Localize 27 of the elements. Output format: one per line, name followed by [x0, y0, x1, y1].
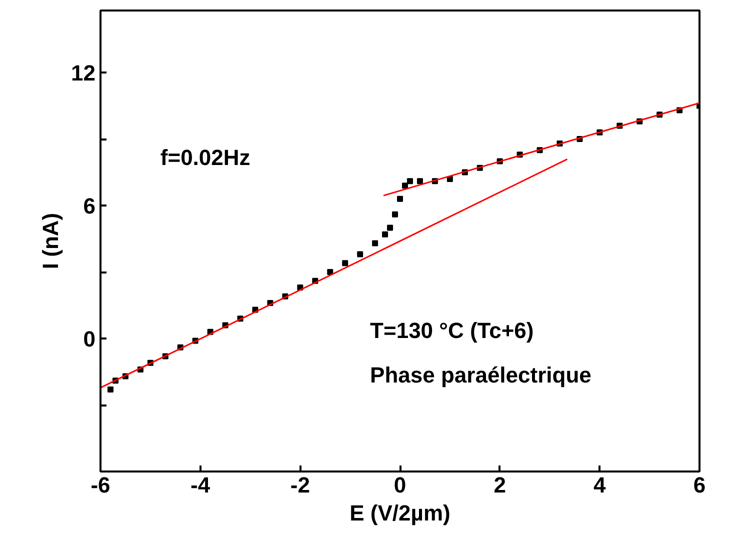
point: [372, 240, 378, 246]
y-axis-title: I (nA): [38, 212, 64, 270]
point: [357, 251, 364, 258]
x-tick-label: 4: [594, 472, 607, 498]
point: [392, 211, 398, 218]
point: [406, 178, 413, 184]
point: [416, 178, 423, 184]
y-tick-label: 6: [83, 194, 96, 219]
point: [327, 269, 334, 276]
x-tick-label: -6: [90, 472, 110, 498]
annotation: f=0.02Hz: [160, 145, 250, 170]
annotation: T=130 °C (Tc+6): [370, 318, 534, 343]
y-tick-label: 0: [83, 326, 96, 352]
point: [342, 260, 348, 266]
point: [107, 386, 114, 392]
point: [382, 231, 388, 238]
x-tick-label: -2: [290, 472, 310, 498]
x-tick-label: -4: [190, 472, 211, 498]
annotation: Phase paraélectrique: [370, 362, 592, 388]
point: [402, 182, 408, 189]
x-tick-label: 0: [394, 472, 406, 498]
x-tick-label: 6: [693, 472, 706, 498]
point: [397, 196, 403, 202]
x-axis-title: E (V/2µm): [350, 500, 450, 526]
point: [387, 224, 394, 231]
y-tick-label: 12: [71, 60, 96, 86]
x-tick-label: 2: [494, 472, 506, 498]
